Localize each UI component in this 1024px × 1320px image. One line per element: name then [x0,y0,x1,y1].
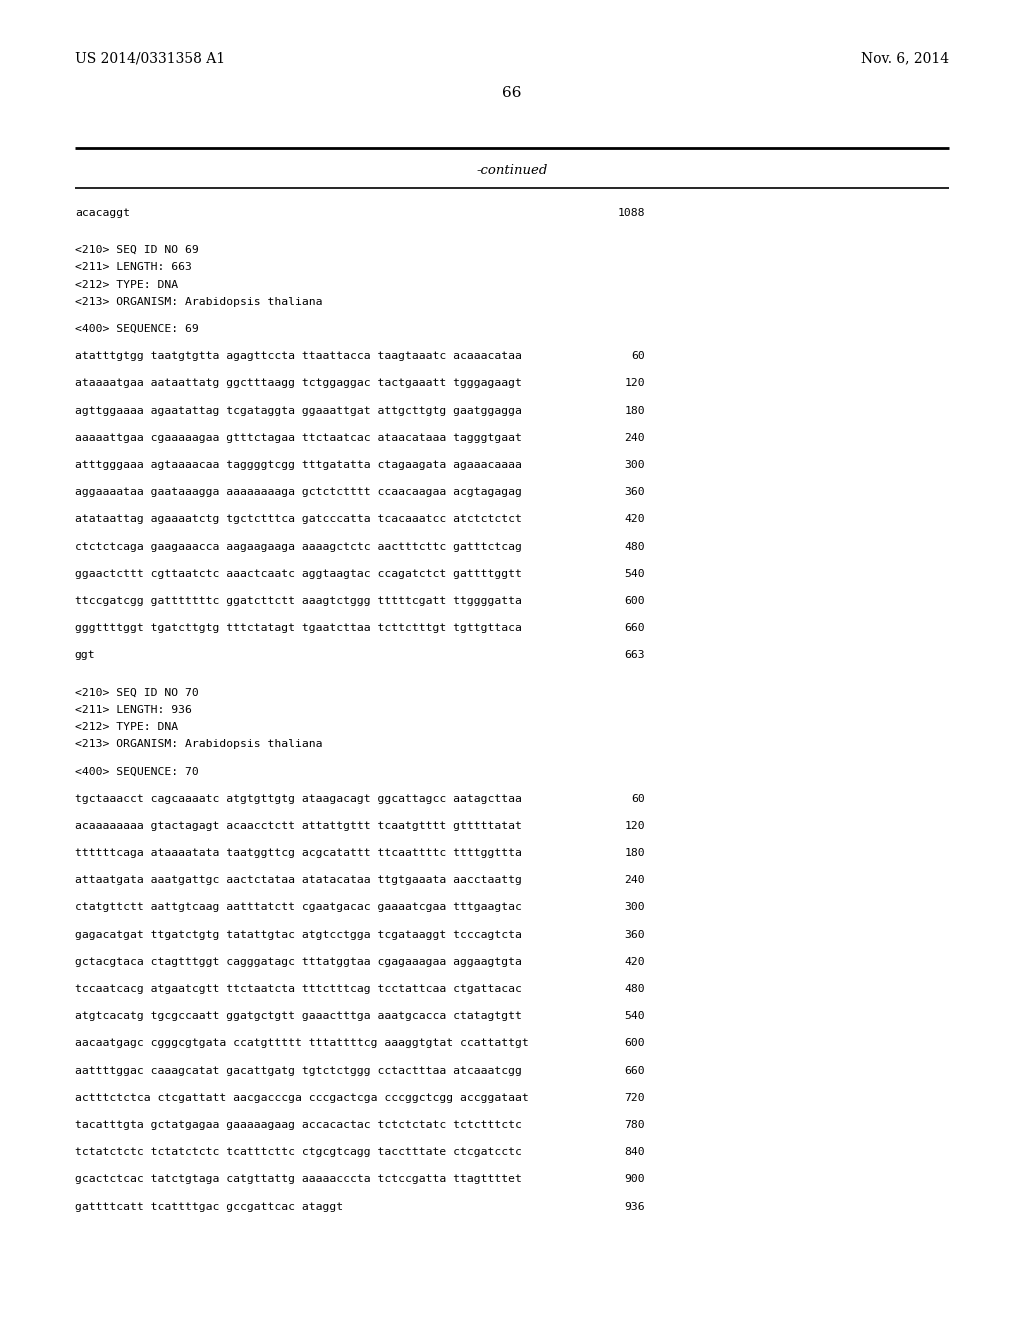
Text: aattttggac caaagcatat gacattgatg tgtctctggg cctactttaa atcaaatcgg: aattttggac caaagcatat gacattgatg tgtctct… [75,1065,521,1076]
Text: 66: 66 [502,86,522,100]
Text: acacaggt: acacaggt [75,209,130,218]
Text: 360: 360 [625,929,645,940]
Text: <211> LENGTH: 936: <211> LENGTH: 936 [75,705,191,715]
Text: 663: 663 [625,651,645,660]
Text: <211> LENGTH: 663: <211> LENGTH: 663 [75,263,191,272]
Text: atatttgtgg taatgtgtta agagttccta ttaattacca taagtaaatc acaaacataa: atatttgtgg taatgtgtta agagttccta ttaatta… [75,351,521,362]
Text: ctctctcaga gaagaaacca aagaagaaga aaaagctctc aactttcttc gatttctcag: ctctctcaga gaagaaacca aagaagaaga aaaagct… [75,541,521,552]
Text: tacatttgta gctatgagaa gaaaaagaag accacactac tctctctatc tctctttctc: tacatttgta gctatgagaa gaaaaagaag accacac… [75,1119,521,1130]
Text: aggaaaataa gaataaagga aaaaaaaaga gctctctttt ccaacaagaa acgtagagag: aggaaaataa gaataaagga aaaaaaaaga gctctct… [75,487,521,498]
Text: 420: 420 [625,957,645,966]
Text: 600: 600 [625,597,645,606]
Text: aacaatgagc cgggcgtgata ccatgttttt tttattttcg aaaggtgtat ccattattgt: aacaatgagc cgggcgtgata ccatgttttt tttatt… [75,1039,528,1048]
Text: 900: 900 [625,1175,645,1184]
Text: ctatgttctt aattgtcaag aatttatctt cgaatgacac gaaaatcgaa tttgaagtac: ctatgttctt aattgtcaag aatttatctt cgaatga… [75,903,521,912]
Text: gctacgtaca ctagtttggt cagggatagc tttatggtaa cgagaaagaa aggaagtgta: gctacgtaca ctagtttggt cagggatagc tttatgg… [75,957,521,966]
Text: ggaactcttt cgttaatctc aaactcaatc aggtaagtac ccagatctct gattttggtt: ggaactcttt cgttaatctc aaactcaatc aggtaag… [75,569,521,578]
Text: atgtcacatg tgcgccaatt ggatgctgtt gaaactttga aaatgcacca ctatagtgtt: atgtcacatg tgcgccaatt ggatgctgtt gaaactt… [75,1011,521,1022]
Text: atataattag agaaaatctg tgctctttca gatcccatta tcacaaatcc atctctctct: atataattag agaaaatctg tgctctttca gatccca… [75,515,521,524]
Text: 840: 840 [625,1147,645,1158]
Text: tgctaaacct cagcaaaatc atgtgttgtg ataagacagt ggcattagcc aatagcttaa: tgctaaacct cagcaaaatc atgtgttgtg ataagac… [75,793,521,804]
Text: aaaaattgaa cgaaaaagaa gtttctagaa ttctaatcac ataacataaa tagggtgaat: aaaaattgaa cgaaaaagaa gtttctagaa ttctaat… [75,433,521,442]
Text: <213> ORGANISM: Arabidopsis thaliana: <213> ORGANISM: Arabidopsis thaliana [75,297,323,306]
Text: 780: 780 [625,1119,645,1130]
Text: Nov. 6, 2014: Nov. 6, 2014 [861,51,949,65]
Text: 540: 540 [625,569,645,578]
Text: attaatgata aaatgattgc aactctataa atatacataa ttgtgaaata aacctaattg: attaatgata aaatgattgc aactctataa atataca… [75,875,521,886]
Text: -continued: -continued [476,164,548,177]
Text: 300: 300 [625,459,645,470]
Text: 720: 720 [625,1093,645,1102]
Text: ggt: ggt [75,651,95,660]
Text: ttttttcaga ataaaatata taatggttcg acgcatattt ttcaattttc ttttggttta: ttttttcaga ataaaatata taatggttcg acgcata… [75,847,521,858]
Text: US 2014/0331358 A1: US 2014/0331358 A1 [75,51,225,65]
Text: gattttcatt tcattttgac gccgattcac ataggt: gattttcatt tcattttgac gccgattcac ataggt [75,1201,343,1212]
Text: 480: 480 [625,983,645,994]
Text: gcactctcac tatctgtaga catgttattg aaaaacccta tctccgatta ttagttttet: gcactctcac tatctgtaga catgttattg aaaaacc… [75,1175,521,1184]
Text: 60: 60 [632,351,645,362]
Text: <400> SEQUENCE: 70: <400> SEQUENCE: 70 [75,767,199,776]
Text: 936: 936 [625,1201,645,1212]
Text: <212> TYPE: DNA: <212> TYPE: DNA [75,280,178,289]
Text: <210> SEQ ID NO 69: <210> SEQ ID NO 69 [75,246,199,255]
Text: 60: 60 [632,793,645,804]
Text: <210> SEQ ID NO 70: <210> SEQ ID NO 70 [75,688,199,697]
Text: 420: 420 [625,515,645,524]
Text: ataaaatgaa aataattatg ggctttaagg tctggaggac tactgaaatt tgggagaagt: ataaaatgaa aataattatg ggctttaagg tctggag… [75,379,521,388]
Text: ttccgatcgg gatttttttc ggatcttctt aaagtctggg tttttcgatt ttggggatta: ttccgatcgg gatttttttc ggatcttctt aaagtct… [75,597,521,606]
Text: 660: 660 [625,623,645,634]
Text: tccaatcacg atgaatcgtt ttctaatcta tttctttcag tcctattcaa ctgattacac: tccaatcacg atgaatcgtt ttctaatcta tttcttt… [75,983,521,994]
Text: tctatctctc tctatctctc tcatttcttc ctgcgtcagg tacctttate ctcgatcctc: tctatctctc tctatctctc tcatttcttc ctgcgtc… [75,1147,521,1158]
Text: 180: 180 [625,847,645,858]
Text: 180: 180 [625,405,645,416]
Text: gagacatgat ttgatctgtg tatattgtac atgtcctgga tcgataaggt tcccagtcta: gagacatgat ttgatctgtg tatattgtac atgtcct… [75,929,521,940]
Text: <400> SEQUENCE: 69: <400> SEQUENCE: 69 [75,323,199,334]
Text: gggttttggt tgatcttgtg tttctatagt tgaatcttaa tcttctttgt tgttgttaca: gggttttggt tgatcttgtg tttctatagt tgaatct… [75,623,521,634]
Text: 120: 120 [625,379,645,388]
Text: 120: 120 [625,821,645,830]
Text: atttgggaaa agtaaaacaa taggggtcgg tttgatatta ctagaagata agaaacaaaa: atttgggaaa agtaaaacaa taggggtcgg tttgata… [75,459,521,470]
Text: acaaaaaaaa gtactagagt acaacctctt attattgttt tcaatgtttt gtttttatat: acaaaaaaaa gtactagagt acaacctctt attattg… [75,821,521,830]
Text: actttctctca ctcgattatt aacgacccga cccgactcga cccggctcgg accggataat: actttctctca ctcgattatt aacgacccga cccgac… [75,1093,528,1102]
Text: 480: 480 [625,541,645,552]
Text: 360: 360 [625,487,645,498]
Text: 240: 240 [625,433,645,442]
Text: 540: 540 [625,1011,645,1022]
Text: 240: 240 [625,875,645,886]
Text: <213> ORGANISM: Arabidopsis thaliana: <213> ORGANISM: Arabidopsis thaliana [75,739,323,750]
Text: 600: 600 [625,1039,645,1048]
Text: <212> TYPE: DNA: <212> TYPE: DNA [75,722,178,733]
Text: 300: 300 [625,903,645,912]
Text: agttggaaaa agaatattag tcgataggta ggaaattgat attgcttgtg gaatggagga: agttggaaaa agaatattag tcgataggta ggaaatt… [75,405,521,416]
Text: 1088: 1088 [617,209,645,218]
Text: 660: 660 [625,1065,645,1076]
